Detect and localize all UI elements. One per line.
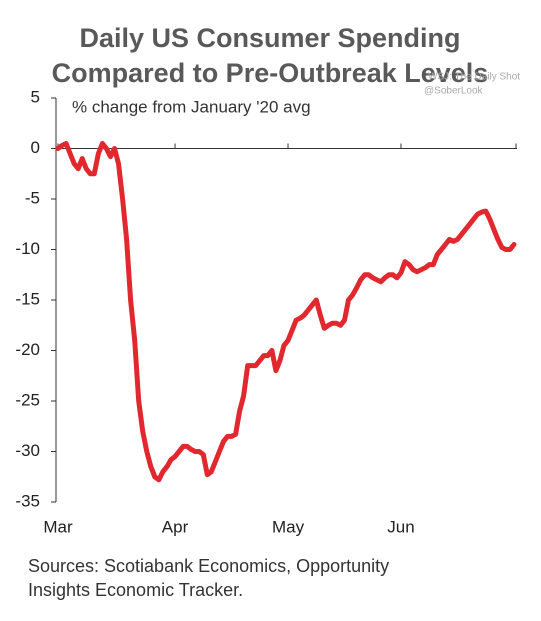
y-tick-label: -15 bbox=[15, 289, 40, 308]
x-tick-label: Mar bbox=[43, 517, 73, 536]
watermark: @SoberLook bbox=[424, 86, 484, 97]
watermark: WSJ: The Daily Shot bbox=[428, 72, 520, 83]
x-tick-label: Apr bbox=[162, 517, 189, 536]
annotation: % change from January '20 avg bbox=[72, 97, 311, 116]
y-tick-label: 5 bbox=[31, 87, 40, 106]
sources: Insights Economic Tracker. bbox=[28, 580, 243, 600]
x-tick-label: Jun bbox=[387, 517, 414, 536]
y-tick-label: -35 bbox=[15, 491, 40, 510]
y-tick-label: -25 bbox=[15, 390, 40, 409]
chart-title: Daily US Consumer Spending bbox=[79, 23, 460, 53]
data-line bbox=[55, 141, 517, 483]
sources: Sources: Scotiabank Economics, Opportuni… bbox=[28, 556, 389, 576]
y-tick-label: -10 bbox=[15, 239, 40, 258]
x-tick-label: May bbox=[272, 517, 305, 536]
y-tick-label: -30 bbox=[15, 441, 40, 460]
y-tick-label: 0 bbox=[31, 138, 40, 157]
y-tick-label: -5 bbox=[25, 188, 40, 207]
y-tick-label: -20 bbox=[15, 340, 40, 359]
chart-title: Compared to Pre-Outbreak Levels bbox=[52, 58, 489, 88]
